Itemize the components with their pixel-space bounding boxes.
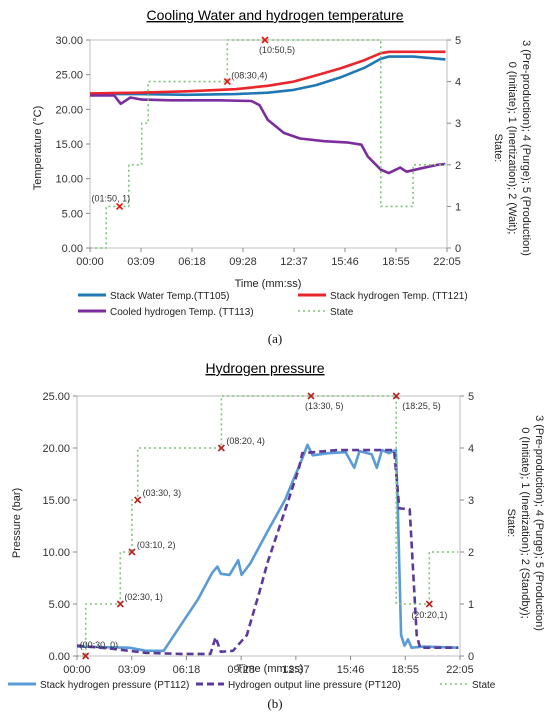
chart-a-ytick-label: 0.00 xyxy=(62,243,83,255)
chart-a-series-4-line xyxy=(90,39,446,249)
chart-b-y2tick-label: 1 xyxy=(468,599,474,611)
chart-a-legend-label: Cooled hydrogen Temp. (TT113) xyxy=(110,307,254,318)
chart-b-y2tick-label: 4 xyxy=(468,443,474,455)
chart-b-xtick-label: 12:37 xyxy=(282,664,310,676)
chart-b-annotation-marker xyxy=(392,392,400,400)
chart-a-y2tick-label: 1 xyxy=(455,201,461,213)
chart-a-annotation-label: (10:50,5) xyxy=(259,45,295,55)
chart-b-ytick-label: 25.00 xyxy=(42,391,70,403)
chart-a-legend-label: Stack hydrogen Temp. (TT121) xyxy=(330,291,468,302)
chart-a-panel-label: (a) xyxy=(268,331,282,346)
chart-a-series-3-line xyxy=(90,94,446,175)
chart-b-y2tick-label: 5 xyxy=(468,391,474,403)
chart-a-ytick-label: 30.00 xyxy=(55,35,83,47)
chart-a-y2tick-label: 3 xyxy=(455,118,461,130)
chart-b-plot-frame xyxy=(76,395,461,657)
chart-b-xtick-label: 00:00 xyxy=(63,664,91,676)
chart-b-series-1-line xyxy=(76,443,459,653)
chart-b-xtick-label: 03:09 xyxy=(118,664,146,676)
chart-a-ytick-label: 10.00 xyxy=(55,174,83,186)
chart-b-annotation-marker xyxy=(116,600,124,608)
chart-a-ytick-label: 15.00 xyxy=(55,139,83,151)
chart-b-annotation-label: (20:20,1) xyxy=(411,610,447,620)
chart-a-xtick-label: 12:37 xyxy=(280,256,308,268)
chart-b-y2tick-label: 0 xyxy=(468,651,474,663)
chart-a-ytick-label: 5.00 xyxy=(62,208,83,220)
chart-b-y2label-line1: State: xyxy=(505,509,517,538)
chart-b-xtick-label: 15:46 xyxy=(337,664,365,676)
chart-a-legend-label: Stack Water Temp.(TT105) xyxy=(110,291,229,302)
chart-a-xtick-label: 22:05 xyxy=(433,256,461,268)
chart-b-annotation-label: (13:30, 5) xyxy=(305,401,344,411)
chart-b-series-2-line xyxy=(76,448,459,656)
chart-a-annotation-label: (01:50, 1) xyxy=(92,193,131,203)
chart-b-annotation-marker xyxy=(82,652,90,660)
chart-b-legend-label: Hydrogen output line pressure (PT120) xyxy=(228,680,401,691)
chart-b-ytick-label: 0.00 xyxy=(49,651,70,663)
chart-b-annotation-marker xyxy=(128,548,136,556)
chart-b-ytick-label: 5.00 xyxy=(49,599,70,611)
chart-b-title: Hydrogen pressure xyxy=(205,360,324,376)
chart-a-xtick-label: 09:28 xyxy=(229,256,257,268)
chart-b-xtick-label: 09:28 xyxy=(227,664,255,676)
chart-b-annotation-marker xyxy=(425,600,433,608)
chart-a-annotation-marker xyxy=(223,78,231,86)
chart-a-annotation-marker xyxy=(261,36,269,44)
chart-b-annotation-label: (00:30, 0) xyxy=(80,640,119,650)
chart-a-xlabel: Time (mm:ss) xyxy=(235,278,302,290)
chart-a-ytick-label: 25.00 xyxy=(55,70,83,82)
chart-b-annotation-marker xyxy=(307,392,315,400)
chart-a-xtick-label: 00:00 xyxy=(76,256,104,268)
chart-a-legend: Stack Water Temp.(TT105) Stack hydrogen T… xyxy=(78,291,468,318)
chart-b-legend-label: Stack hydrogen pressure (PT112) xyxy=(40,680,189,691)
chart-b-annotation-marker xyxy=(217,444,225,452)
chart-b-ytick-label: 15.00 xyxy=(42,495,70,507)
chart-a-y2label-line2: 0 (Initiate); 1 (Inertization); 2 (Wait)… xyxy=(506,62,518,235)
chart-b-ylabel: Pressure (bar) xyxy=(11,488,23,558)
chart-a-legend-label: State xyxy=(330,307,354,318)
chart-a-xtick-label: 18:55 xyxy=(382,256,410,268)
chart-b-xtick-label: 06:18 xyxy=(173,664,201,676)
chart-a: 0.00 5.00 10.00 15.00 20.00 25.00 30.00 0 1 2 3 4 5 0… xyxy=(55,35,461,268)
chart-a-xtick-label: 06:18 xyxy=(178,256,206,268)
chart-b-legend-label: State xyxy=(472,680,496,691)
chart-a-y2label-line1: State: xyxy=(492,134,504,163)
chart-b-xlabel: Time (mm:ss) xyxy=(237,663,304,675)
chart-b-annotation-label: (03:30, 3) xyxy=(143,488,182,498)
chart-a-y2tick-label: 4 xyxy=(455,77,461,89)
chart-a-series-2-line xyxy=(89,50,446,95)
chart-b-annotation-label: (18:25, 5) xyxy=(402,401,441,411)
chart-a-ylabel: Temperature (°C) xyxy=(32,106,44,190)
chart-b-annotation-label: (02:30, 1) xyxy=(124,592,163,602)
chart-b-xtick-label: 22:05 xyxy=(446,664,474,676)
chart-b: 0.00 5.00 10.00 15.00 20.00 25.00 0 1 2 3 4 5 00:00 0… xyxy=(42,391,474,676)
chart-b-annotation-label: (03:10, 2) xyxy=(137,540,176,550)
chart-a-annotation-label: (08:30,4) xyxy=(231,71,267,81)
chart-b-panel-label: (b) xyxy=(267,696,282,711)
chart-a-y2tick-label: 2 xyxy=(455,160,461,172)
chart-b-legend: Stack hydrogen pressure (PT112) Hydrogen … xyxy=(8,680,496,691)
chart-a-ytick-label: 20.00 xyxy=(55,104,83,116)
chart-a-y2label-line3: 3 (Pre-production); 4 (Purge); 5 (Produc… xyxy=(520,40,532,256)
chart-b-y2label-line2: 0 (Initiate); 1 (Inertization); 2 (Stand… xyxy=(519,427,531,618)
chart-b-y2tick-label: 2 xyxy=(468,547,474,559)
chart-a-annotation-marker xyxy=(115,202,124,210)
chart-a-y2tick-label: 5 xyxy=(455,35,461,47)
chart-b-xtick-label: 18:55 xyxy=(392,664,420,676)
chart-a-y2label: State: 0 (Initiate); 1 (Inertization); 2… xyxy=(492,40,532,256)
chart-b-annotation-marker xyxy=(134,496,142,504)
chart-b-annotation-label: (08:20, 4) xyxy=(226,436,265,446)
chart-b-y2tick-label: 3 xyxy=(468,495,474,507)
chart-a-xtick-label: 15:46 xyxy=(331,256,359,268)
chart-b-ytick-label: 20.00 xyxy=(42,443,70,455)
chart-a-series-1-line xyxy=(90,55,446,97)
chart-b-y2label: State: 0 (Initiate); 1 (Inertization); 2… xyxy=(505,415,545,631)
chart-b-y2label-line3: 3 (Pre-production); 4 (Purge); 5 (Produc… xyxy=(533,415,545,631)
chart-a-xtick-label: 03:09 xyxy=(127,256,155,268)
chart-a-title: Cooling Water and hydrogen temperature xyxy=(146,7,403,23)
chart-a-y2tick-label: 0 xyxy=(455,243,461,255)
chart-b-ytick-label: 10.00 xyxy=(42,547,70,559)
chart-a-plot-frame xyxy=(89,39,448,249)
